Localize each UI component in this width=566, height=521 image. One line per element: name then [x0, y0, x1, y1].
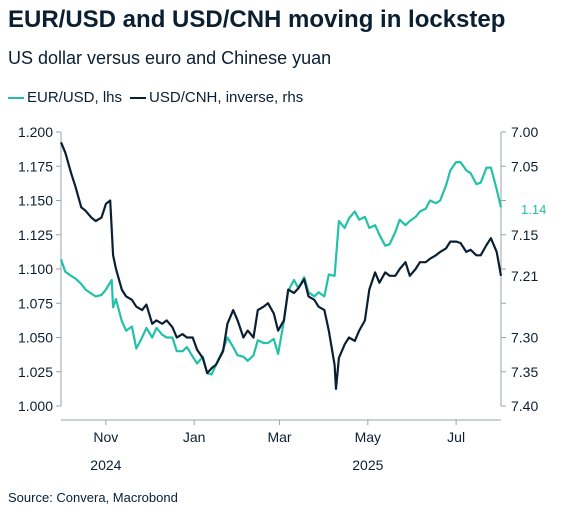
legend-label-usdcnh: USD/CNH, inverse, rhs: [149, 89, 304, 106]
legend-swatch-usdcnh: [130, 96, 147, 99]
left-tick-label: 1.050: [18, 330, 53, 346]
end-label-eurusd: 1.14: [521, 202, 546, 217]
left-tick-label: 1.075: [18, 295, 53, 311]
series-line-eurusd: [59, 161, 503, 376]
series-line-usdcnh: [59, 141, 503, 390]
left-tick-label: 1.175: [18, 158, 53, 174]
x-year-label: 2024: [90, 457, 121, 473]
source-note: Source: Convera, Macrobond: [8, 490, 178, 505]
x-tick-label: Mar: [267, 429, 291, 445]
legend-item-eurusd: EUR/USD, lhs: [8, 89, 122, 106]
left-tick-label: 1.150: [18, 193, 53, 209]
left-tick-label: 1.025: [18, 364, 53, 380]
right-tick-label: 7.00: [511, 124, 538, 140]
x-year-label: 2025: [352, 457, 383, 473]
right-tick-label: 7.05: [511, 158, 538, 174]
chart-title: EUR/USD and USD/CNH moving in lockstep: [8, 6, 506, 33]
chart-subtitle: US dollar versus euro and Chinese yuan: [8, 48, 332, 68]
x-tick-label: May: [355, 429, 381, 445]
left-tick-label: 1.125: [18, 227, 53, 243]
right-tick-label: 7.40: [511, 398, 538, 414]
right-tick-label: 7.15: [511, 227, 538, 243]
x-tick-label: Jan: [183, 429, 206, 445]
left-tick-label: 1.200: [18, 124, 53, 140]
legend-item-usdcnh: USD/CNH, inverse, rhs: [130, 89, 303, 106]
legend: EUR/USD, lhs USD/CNH, inverse, rhs: [8, 89, 311, 106]
x-tick-label: Nov: [93, 429, 118, 445]
x-tick-label: Jul: [447, 429, 465, 445]
left-tick-label: 1.000: [18, 398, 53, 414]
legend-label-eurusd: EUR/USD, lhs: [27, 89, 123, 106]
right-tick-label: 7.35: [511, 364, 538, 380]
right-tick-label: 7.21: [511, 268, 538, 284]
right-tick-label: 7.30: [511, 330, 538, 346]
left-tick-label: 1.100: [18, 261, 53, 277]
legend-swatch-eurusd: [8, 96, 24, 99]
